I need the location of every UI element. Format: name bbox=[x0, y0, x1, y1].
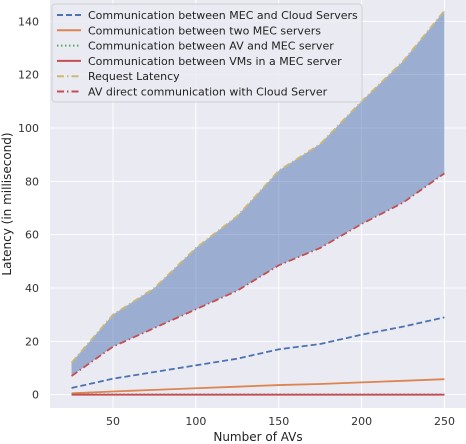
legend-label: Communication between two MEC servers bbox=[88, 24, 321, 37]
legend-label: Communication between AV and MEC server bbox=[88, 40, 334, 53]
series-line-communication-between-mec-and-cloud-servers bbox=[71, 316, 445, 389]
x-tick-label: 250 bbox=[434, 415, 455, 428]
y-tick-label: 140 bbox=[18, 15, 39, 28]
legend-label: Communication between VMs in a MEC serve… bbox=[88, 55, 342, 68]
x-axis-label: Number of AVs bbox=[213, 430, 302, 444]
y-tick-label: 60 bbox=[25, 229, 39, 242]
y-tick-label: 0 bbox=[32, 389, 39, 402]
legend-box bbox=[51, 3, 363, 103]
y-axis-label: Latency (in millisecond) bbox=[0, 132, 14, 275]
y-tick-label: 120 bbox=[18, 69, 39, 82]
legend: Communication between MEC and Cloud Serv… bbox=[51, 3, 363, 103]
legend-label: AV direct communication with Cloud Serve… bbox=[88, 86, 328, 99]
x-tick-label: 50 bbox=[106, 415, 120, 428]
y-tick-label: 100 bbox=[18, 122, 39, 135]
y-tick-label: 20 bbox=[25, 335, 39, 348]
series-line-request-latency bbox=[70, 10, 446, 364]
x-tick-label: 200 bbox=[351, 415, 372, 428]
legend-label: Communication between MEC and Cloud Serv… bbox=[88, 9, 358, 22]
series-line-communication-between-two-mec-servers bbox=[71, 378, 445, 395]
tick-labels: 50 100 150 200 250 0 20 40 60 80 100 120 140 bbox=[18, 15, 455, 428]
series-line-av-direct-communication-with-cloud-server bbox=[71, 172, 445, 377]
y-tick-label: 40 bbox=[25, 282, 39, 295]
x-tick-label: 150 bbox=[268, 415, 289, 428]
series-lines bbox=[70, 10, 446, 396]
x-tick-label: 100 bbox=[185, 415, 206, 428]
legend-label: Request Latency bbox=[88, 70, 180, 83]
y-tick-label: 80 bbox=[25, 175, 39, 188]
